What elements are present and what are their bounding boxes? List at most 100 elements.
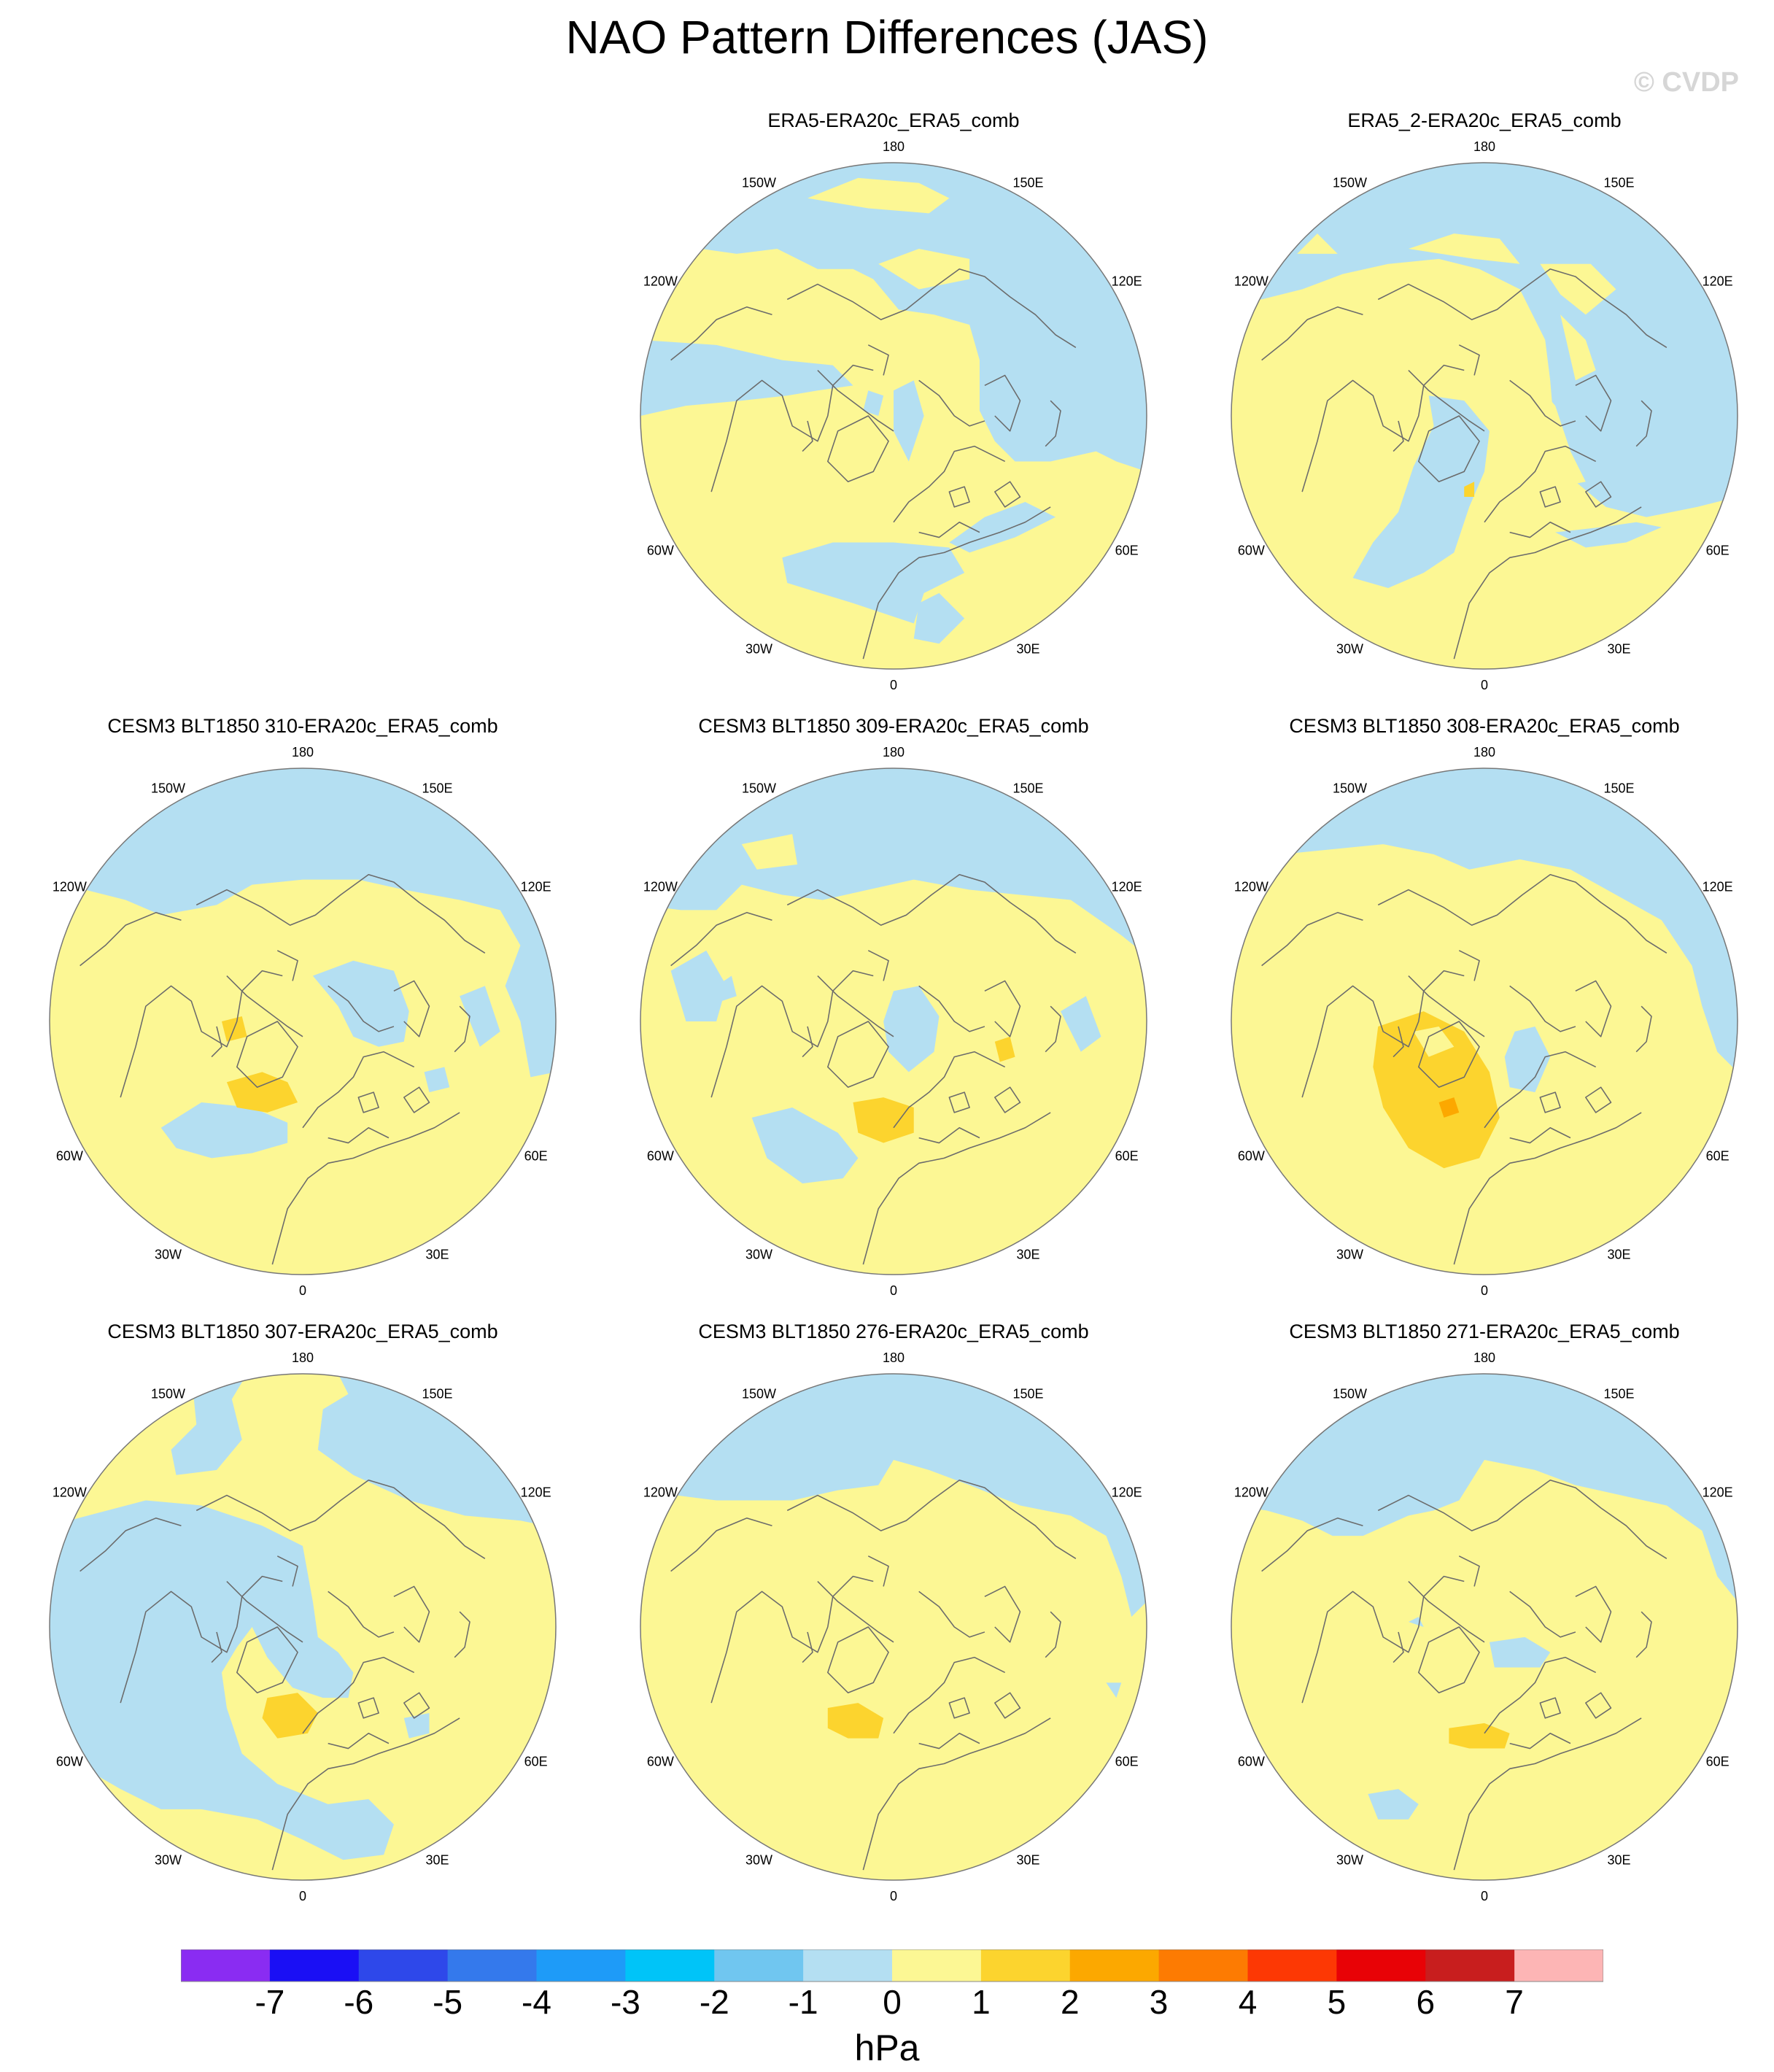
longitude-label: 60E (1706, 1149, 1730, 1164)
colorbar-tick-label: -7 (255, 1983, 284, 2015)
anomaly-contour (853, 1097, 914, 1143)
anomaly-contour (50, 1374, 556, 1526)
polar-map: 180150E120E90E60E30E030W60W90W120W150W (640, 745, 1147, 1298)
anomaly-contour (424, 1067, 450, 1093)
panel-title: CESM3 BLT1850 271-ERA20c_ERA5_comb (1289, 1321, 1680, 1342)
colorbar-tick-label: 4 (1239, 1983, 1258, 2015)
anomaly-contour (1555, 522, 1662, 548)
longitude-label: 150E (1603, 1386, 1634, 1401)
map-border (640, 162, 1147, 670)
anomaly-contour (827, 1703, 884, 1739)
anomaly-contour (1231, 768, 1738, 1072)
map-border (640, 1373, 1147, 1881)
longitude-label: 60W (1238, 544, 1265, 558)
longitude-label: 30W (745, 642, 772, 657)
anomaly-contour (312, 960, 409, 1047)
polar-map: 180150E120E90E60E30E030W60W90W120W150W (49, 745, 557, 1298)
map-background (1231, 768, 1738, 1275)
anomaly-contour (640, 339, 853, 416)
longitude-label: 150W (151, 781, 185, 795)
longitude-label: 120E (1703, 1485, 1733, 1500)
longitude-label: 120E (1703, 880, 1733, 894)
map-panel: ERA5-ERA20c_ERA5_comb180150E120E90E60E30… (638, 109, 1149, 715)
colorbar-swatch (1069, 1949, 1160, 1982)
longitude-label: 180 (883, 139, 905, 154)
map-border (49, 1373, 557, 1881)
coastlines (80, 1479, 486, 1871)
anomaly-contour (741, 834, 798, 870)
colorbar-swatch (980, 1949, 1071, 1982)
longitude-label: 30W (1336, 1853, 1363, 1868)
cvdp-watermark: © CVDP (1633, 67, 1739, 98)
longitude-label: 150W (742, 781, 776, 795)
anomaly-contour (1408, 233, 1520, 264)
longitude-label: 150W (742, 1386, 776, 1401)
colorbar-tick-label: 6 (1417, 1983, 1436, 2015)
longitude-label: 60E (1115, 544, 1139, 558)
panel-title: CESM3 BLT1850 310-ERA20c_ERA5_comb (107, 715, 498, 737)
longitude-label: 60E (1115, 1149, 1139, 1164)
map-panel: CESM3 BLT1850 276-ERA20c_ERA5_comb 180 150… (638, 1321, 1149, 1926)
longitude-label: 150E (1012, 175, 1043, 190)
colorbar-swatch (269, 1949, 360, 1982)
longitude-label: 60E (1115, 1755, 1139, 1769)
anomaly-contour (226, 1072, 298, 1113)
longitude-label: 150W (742, 175, 776, 190)
longitude-label: 150E (1012, 1386, 1043, 1401)
colorbar-swatch (1514, 1949, 1603, 1982)
colorbar-swatch (714, 1949, 804, 1982)
anomaly-contour (640, 1374, 1147, 1617)
longitude-label: 150E (1012, 781, 1043, 795)
panel-title: CESM3 BLT1850 276-ERA20c_ERA5_comb (698, 1321, 1089, 1342)
anomaly-contour (262, 1693, 318, 1739)
longitude-label: 120W (1234, 1485, 1268, 1500)
colorbar-swatch (447, 1949, 538, 1982)
longitude-label: 180 (1473, 745, 1495, 759)
longitude-label: 180 (292, 1350, 314, 1365)
longitude-label: 180 (292, 745, 314, 759)
coastlines (670, 268, 1077, 660)
longitude-label: 150W (1333, 175, 1367, 190)
longitude-label: 120E (521, 880, 551, 894)
longitude-label: 30W (745, 1248, 772, 1262)
longitude-label: 150E (422, 1386, 452, 1401)
anomaly-contour (716, 975, 737, 1002)
longitude-label: 0 (890, 1283, 897, 1298)
colorbar-swatch (1425, 1949, 1515, 1982)
anomaly-contour (1231, 1374, 1738, 1602)
longitude-label: 60E (1706, 1755, 1730, 1769)
coastlines (670, 1479, 1077, 1871)
anomaly-contour (1106, 1682, 1122, 1698)
longitude-label: 120W (643, 880, 678, 894)
longitude-label: 60E (524, 1149, 548, 1164)
anomaly-contour (1352, 395, 1490, 588)
coastlines (1261, 268, 1668, 660)
longitude-label: 150E (422, 781, 452, 795)
colorbar-tick-label: 0 (883, 1983, 902, 2015)
map-panel: CESM3 BLT1850 271-ERA20c_ERA5_comb 180 150… (1229, 1321, 1740, 1926)
longitude-label: 30E (1607, 1853, 1630, 1868)
map-border (640, 768, 1147, 1275)
longitude-label: 150E (1603, 175, 1634, 190)
longitude-label: 0 (890, 1889, 897, 1903)
anomaly-contour (1413, 1026, 1455, 1057)
longitude-label: 120W (1234, 274, 1268, 289)
anomaly-contour (1489, 344, 1586, 487)
longitude-label: 30W (745, 1853, 772, 1868)
longitude-label: 0 (1481, 1889, 1488, 1903)
anomaly-contour (1560, 314, 1596, 381)
colorbar-swatch (892, 1949, 982, 1982)
longitude-label: 0 (1481, 1283, 1488, 1298)
longitude-label: 30E (1607, 1248, 1630, 1262)
anomaly-contour (751, 1107, 859, 1184)
page-title: NAO Pattern Differences (JAS) (565, 11, 1209, 63)
anomaly-contour (460, 986, 500, 1047)
anomaly-contour (807, 177, 950, 214)
longitude-label: 60W (56, 1755, 83, 1769)
anomaly-contour (50, 768, 556, 1078)
anomaly-contour (1438, 1097, 1460, 1118)
anomaly-contour (863, 390, 884, 416)
longitude-label: 180 (1473, 139, 1495, 154)
anomaly-contour (1489, 1636, 1551, 1668)
